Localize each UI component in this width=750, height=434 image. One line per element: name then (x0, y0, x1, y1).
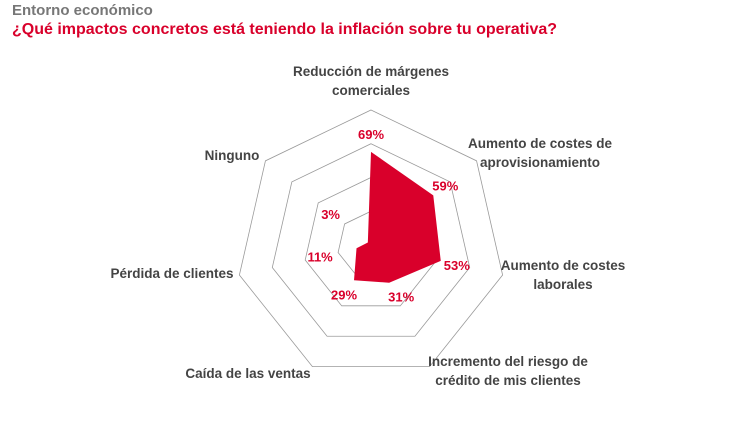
value-label: 69% (358, 127, 384, 142)
category-label: aprovisionamiento (480, 155, 600, 170)
value-label: 11% (307, 250, 333, 265)
category-label: laborales (533, 277, 592, 292)
grid-ring (271, 143, 471, 337)
data-area (354, 151, 441, 283)
category-label: Caída de las ventas (185, 366, 310, 381)
category-label: Aumento de costes (501, 258, 626, 273)
category-label: Ninguno (205, 148, 260, 163)
category-label: Reducción de márgenes (293, 64, 449, 79)
category-label: comerciales (332, 83, 410, 98)
category-label: Pérdida de clientes (110, 266, 233, 281)
category-label: Incremento del riesgo de (428, 354, 588, 369)
category-label: Aumento de costes de (468, 136, 613, 151)
value-label: 3% (321, 207, 340, 222)
section-title: Entorno económico (12, 2, 153, 19)
value-label: 53% (444, 258, 470, 273)
category-label: crédito de mis clientes (435, 373, 581, 388)
value-label: 31% (388, 290, 414, 305)
chart-title: ¿Qué impactos concretos está teniendo la… (12, 21, 558, 38)
grid-ring (238, 109, 504, 368)
value-label: 29% (331, 287, 357, 302)
value-label: 59% (432, 178, 458, 193)
